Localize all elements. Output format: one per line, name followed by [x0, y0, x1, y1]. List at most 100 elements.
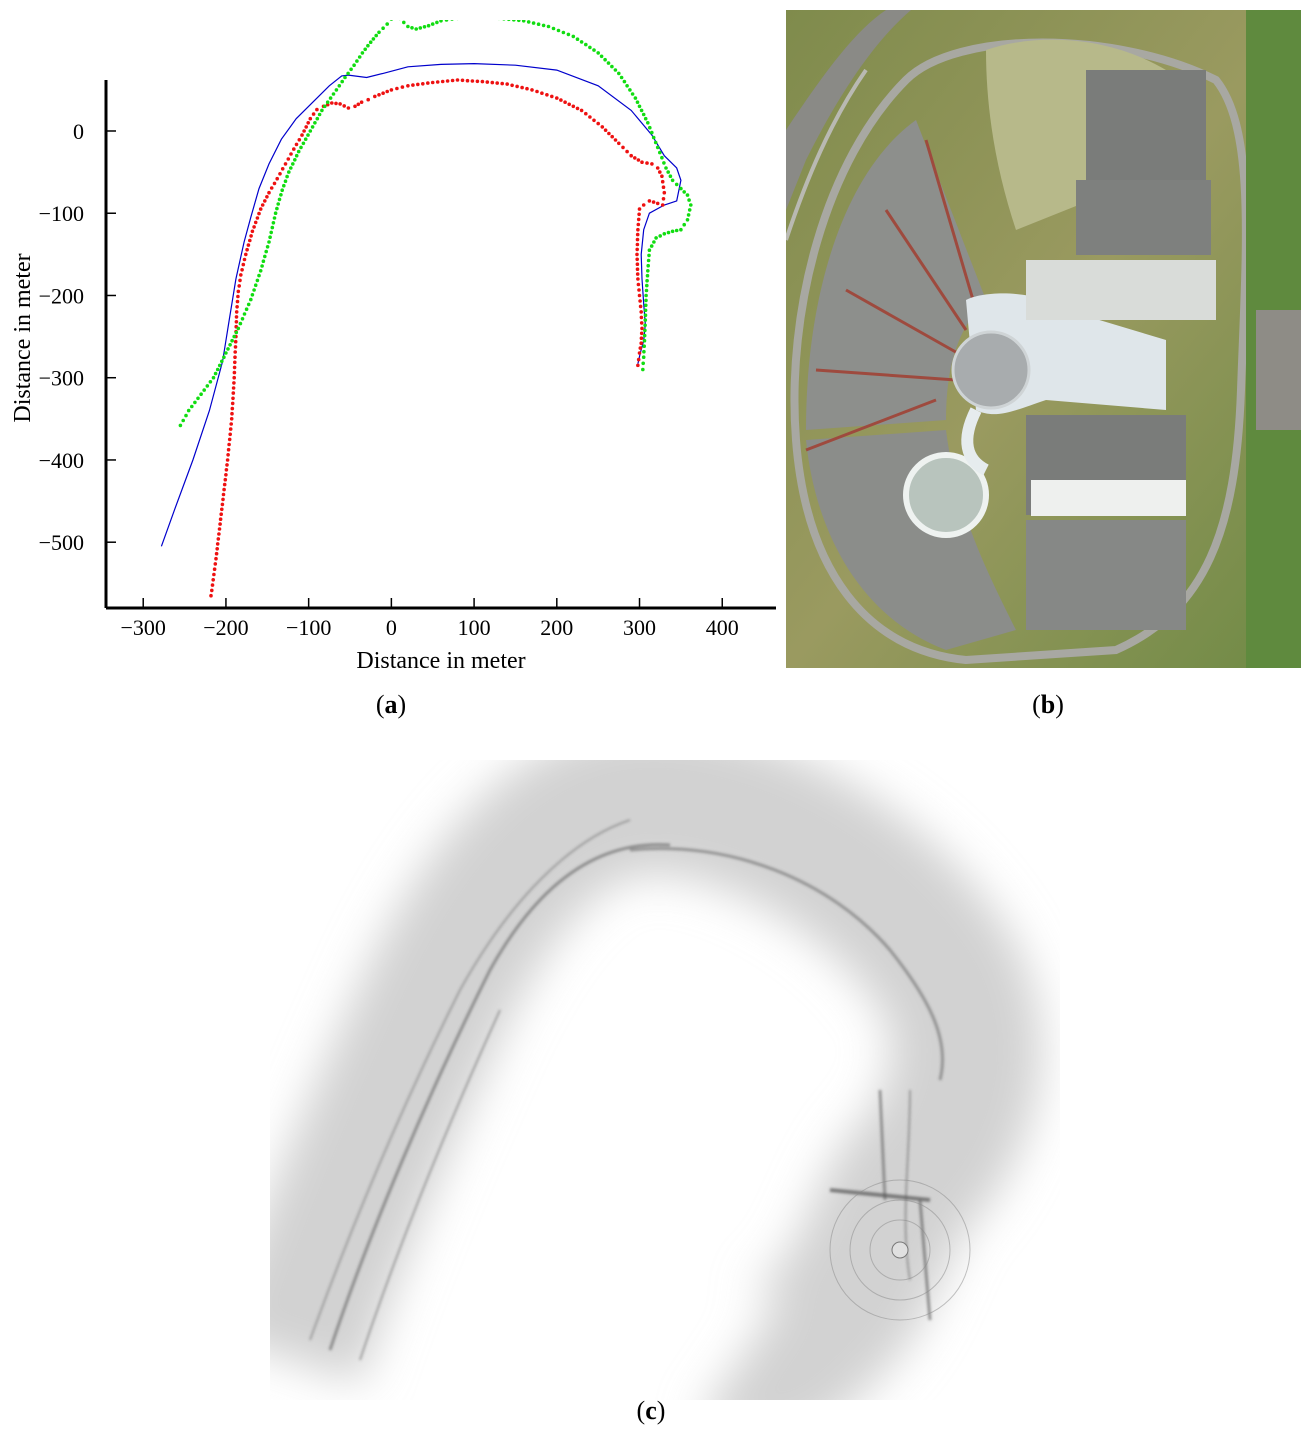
data-point [218, 517, 223, 521]
data-point [366, 97, 371, 102]
data-point [236, 326, 241, 331]
buildings-east [1256, 310, 1301, 430]
data-point [304, 125, 309, 129]
data-point [228, 432, 232, 437]
data-point [426, 81, 430, 85]
road [784, 68, 868, 241]
data-point [642, 338, 647, 343]
data-point [265, 245, 270, 249]
data-point [687, 208, 692, 212]
data-point [260, 203, 265, 207]
data-point [674, 228, 679, 233]
data-point [512, 18, 516, 22]
data-point [450, 78, 455, 83]
x-tick-label: 100 [458, 615, 491, 640]
data-point [400, 85, 405, 89]
data-point [596, 51, 600, 55]
data-point [261, 259, 266, 263]
caption-a: (a) [375, 690, 407, 719]
data-point [622, 79, 627, 84]
data-point [639, 331, 644, 336]
data-point [535, 89, 539, 94]
data-point [551, 26, 556, 31]
y-ticks: 0 −100 −200 −300 −400 −500 [39, 119, 116, 555]
data-point [233, 360, 237, 365]
x-tick-label: 300 [623, 615, 656, 640]
data-point [300, 133, 304, 137]
data-point [639, 336, 644, 341]
data-point [687, 198, 691, 202]
map-haze [218, 724, 1042, 1434]
data-point [277, 197, 282, 202]
data-point [315, 116, 320, 121]
data-point [269, 230, 274, 235]
data-point [230, 406, 235, 411]
data-point [236, 294, 240, 299]
data-point [213, 562, 218, 566]
highway [786, 10, 911, 210]
data-point [588, 45, 592, 50]
building-annex [1026, 260, 1216, 320]
data-point [230, 338, 234, 343]
data-point [485, 80, 490, 84]
data-point [541, 23, 546, 28]
x-ticks: −300 −200 −100 0 100 200 300 400 [121, 598, 739, 640]
data-point [639, 108, 644, 113]
data-point [639, 310, 643, 314]
data-point [588, 115, 592, 119]
data-point [228, 427, 233, 431]
data-point [540, 91, 544, 95]
data-point [655, 166, 660, 170]
parking-lot-northeast [1086, 70, 1206, 180]
data-point [202, 388, 206, 392]
data-point [306, 121, 311, 125]
data-point [655, 145, 660, 150]
data-point [686, 213, 691, 217]
data-point [236, 289, 241, 294]
data-point [258, 207, 263, 211]
data-point [660, 174, 664, 178]
data-point [214, 551, 219, 556]
data-point [272, 181, 277, 186]
data-point [617, 141, 621, 146]
data-point [645, 278, 649, 283]
data-point [225, 458, 230, 462]
data-point [670, 229, 675, 234]
data-point [230, 401, 235, 406]
walkway [961, 407, 990, 476]
plaza [951, 330, 1031, 410]
data-point [639, 315, 644, 320]
data-point [545, 93, 549, 97]
data-point [635, 262, 640, 266]
data-point [320, 108, 324, 113]
point-cloud-svg [218, 724, 1042, 1434]
data-point [313, 121, 317, 125]
data-point [561, 30, 566, 35]
data-point [342, 104, 347, 108]
data-point [246, 243, 251, 247]
parking-lot-southwest [806, 430, 1016, 650]
data-point [517, 18, 521, 23]
data-point [212, 567, 217, 571]
data-point [217, 532, 221, 536]
data-point [635, 272, 640, 276]
data-point [637, 288, 641, 292]
data-point [406, 24, 410, 29]
data-point [610, 134, 614, 139]
data-point [660, 155, 664, 160]
data-point [334, 88, 339, 92]
data-point [271, 221, 276, 225]
data-point [219, 512, 223, 516]
data-point [241, 262, 246, 267]
data-point [265, 195, 269, 199]
data-point [255, 278, 260, 283]
data-point [658, 170, 662, 174]
data-point [278, 172, 282, 176]
data-point [662, 190, 667, 195]
warehouse-roof [1031, 480, 1186, 516]
data-point [635, 242, 640, 247]
aerial-image-svg [784, 10, 1301, 668]
data-point [238, 278, 242, 283]
data-point [224, 468, 229, 472]
data-point [368, 40, 373, 44]
